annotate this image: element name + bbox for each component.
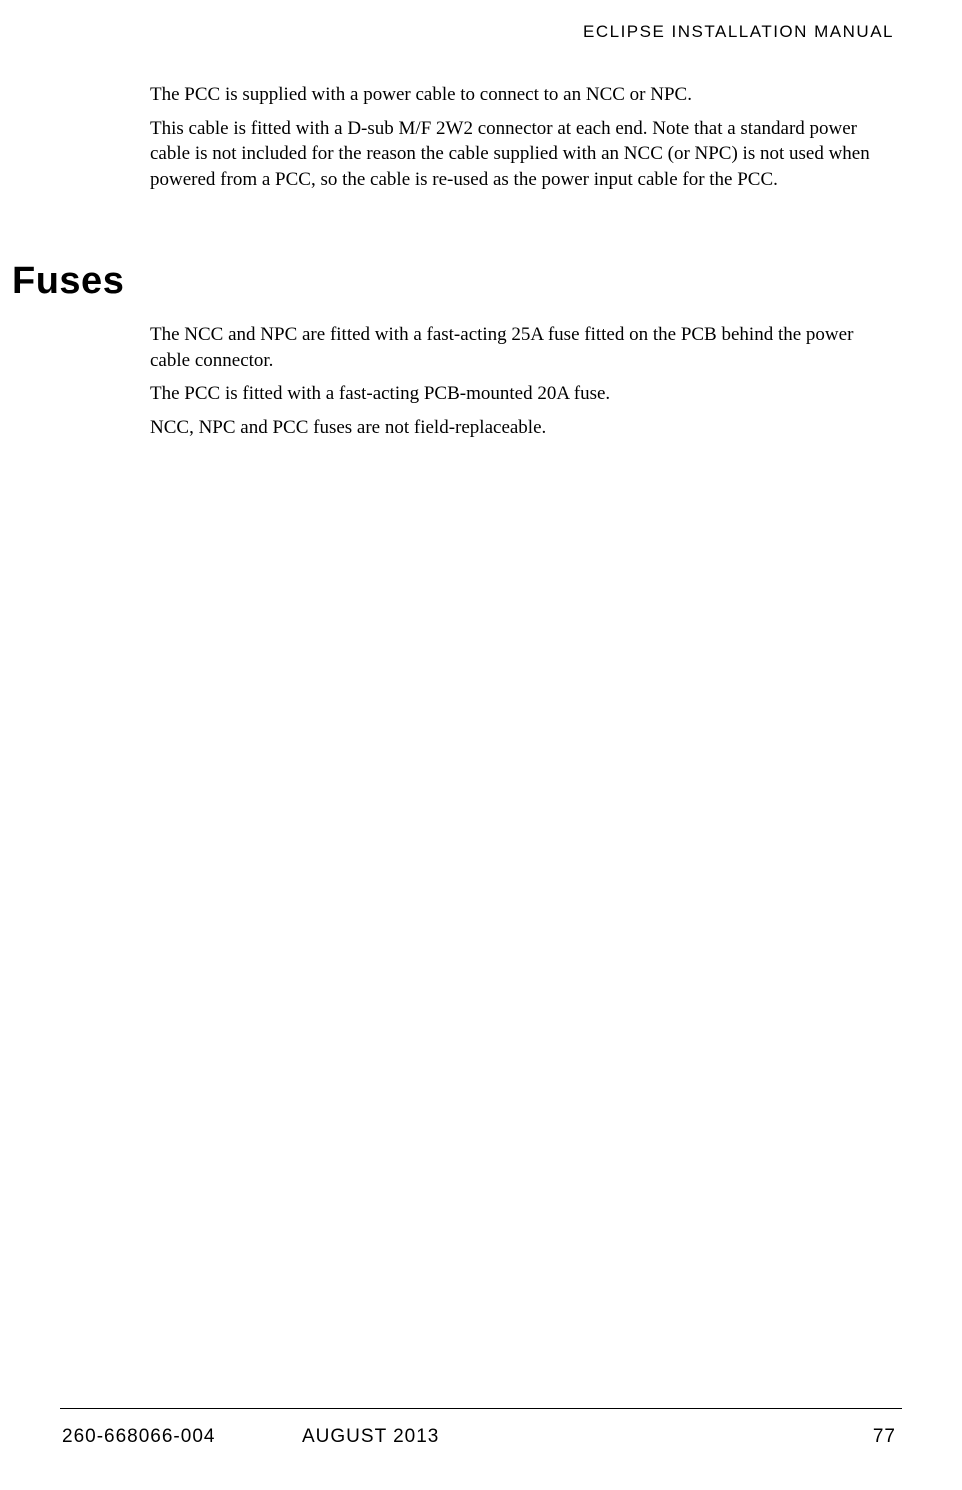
footer-date: AUGUST 2013: [302, 1426, 896, 1448]
intro-paragraph-1: The PCC is supplied with a power cable t…: [150, 82, 895, 108]
page-footer: 260-668066-004 AUGUST 2013 77: [62, 1426, 896, 1448]
footer-doc-number: 260-668066-004: [62, 1426, 215, 1448]
fuses-paragraph-1: The NCC and NPC are fitted with a fast-a…: [150, 322, 895, 373]
section-heading-fuses: Fuses: [12, 260, 124, 303]
fuses-paragraph-3: NCC, NPC and PCC fuses are not field-rep…: [150, 415, 895, 441]
intro-block: The PCC is supplied with a power cable t…: [150, 82, 895, 201]
fuses-paragraph-2: The PCC is fitted with a fast-acting PCB…: [150, 381, 895, 407]
page-header-title: ECLIPSE INSTALLATION MANUAL: [583, 22, 894, 42]
footer-rule: [60, 1408, 902, 1409]
page: ECLIPSE INSTALLATION MANUAL The PCC is s…: [0, 0, 962, 1490]
intro-paragraph-2: This cable is fitted with a D-sub M/F 2W…: [150, 116, 895, 193]
fuses-block: The NCC and NPC are fitted with a fast-a…: [150, 322, 895, 449]
